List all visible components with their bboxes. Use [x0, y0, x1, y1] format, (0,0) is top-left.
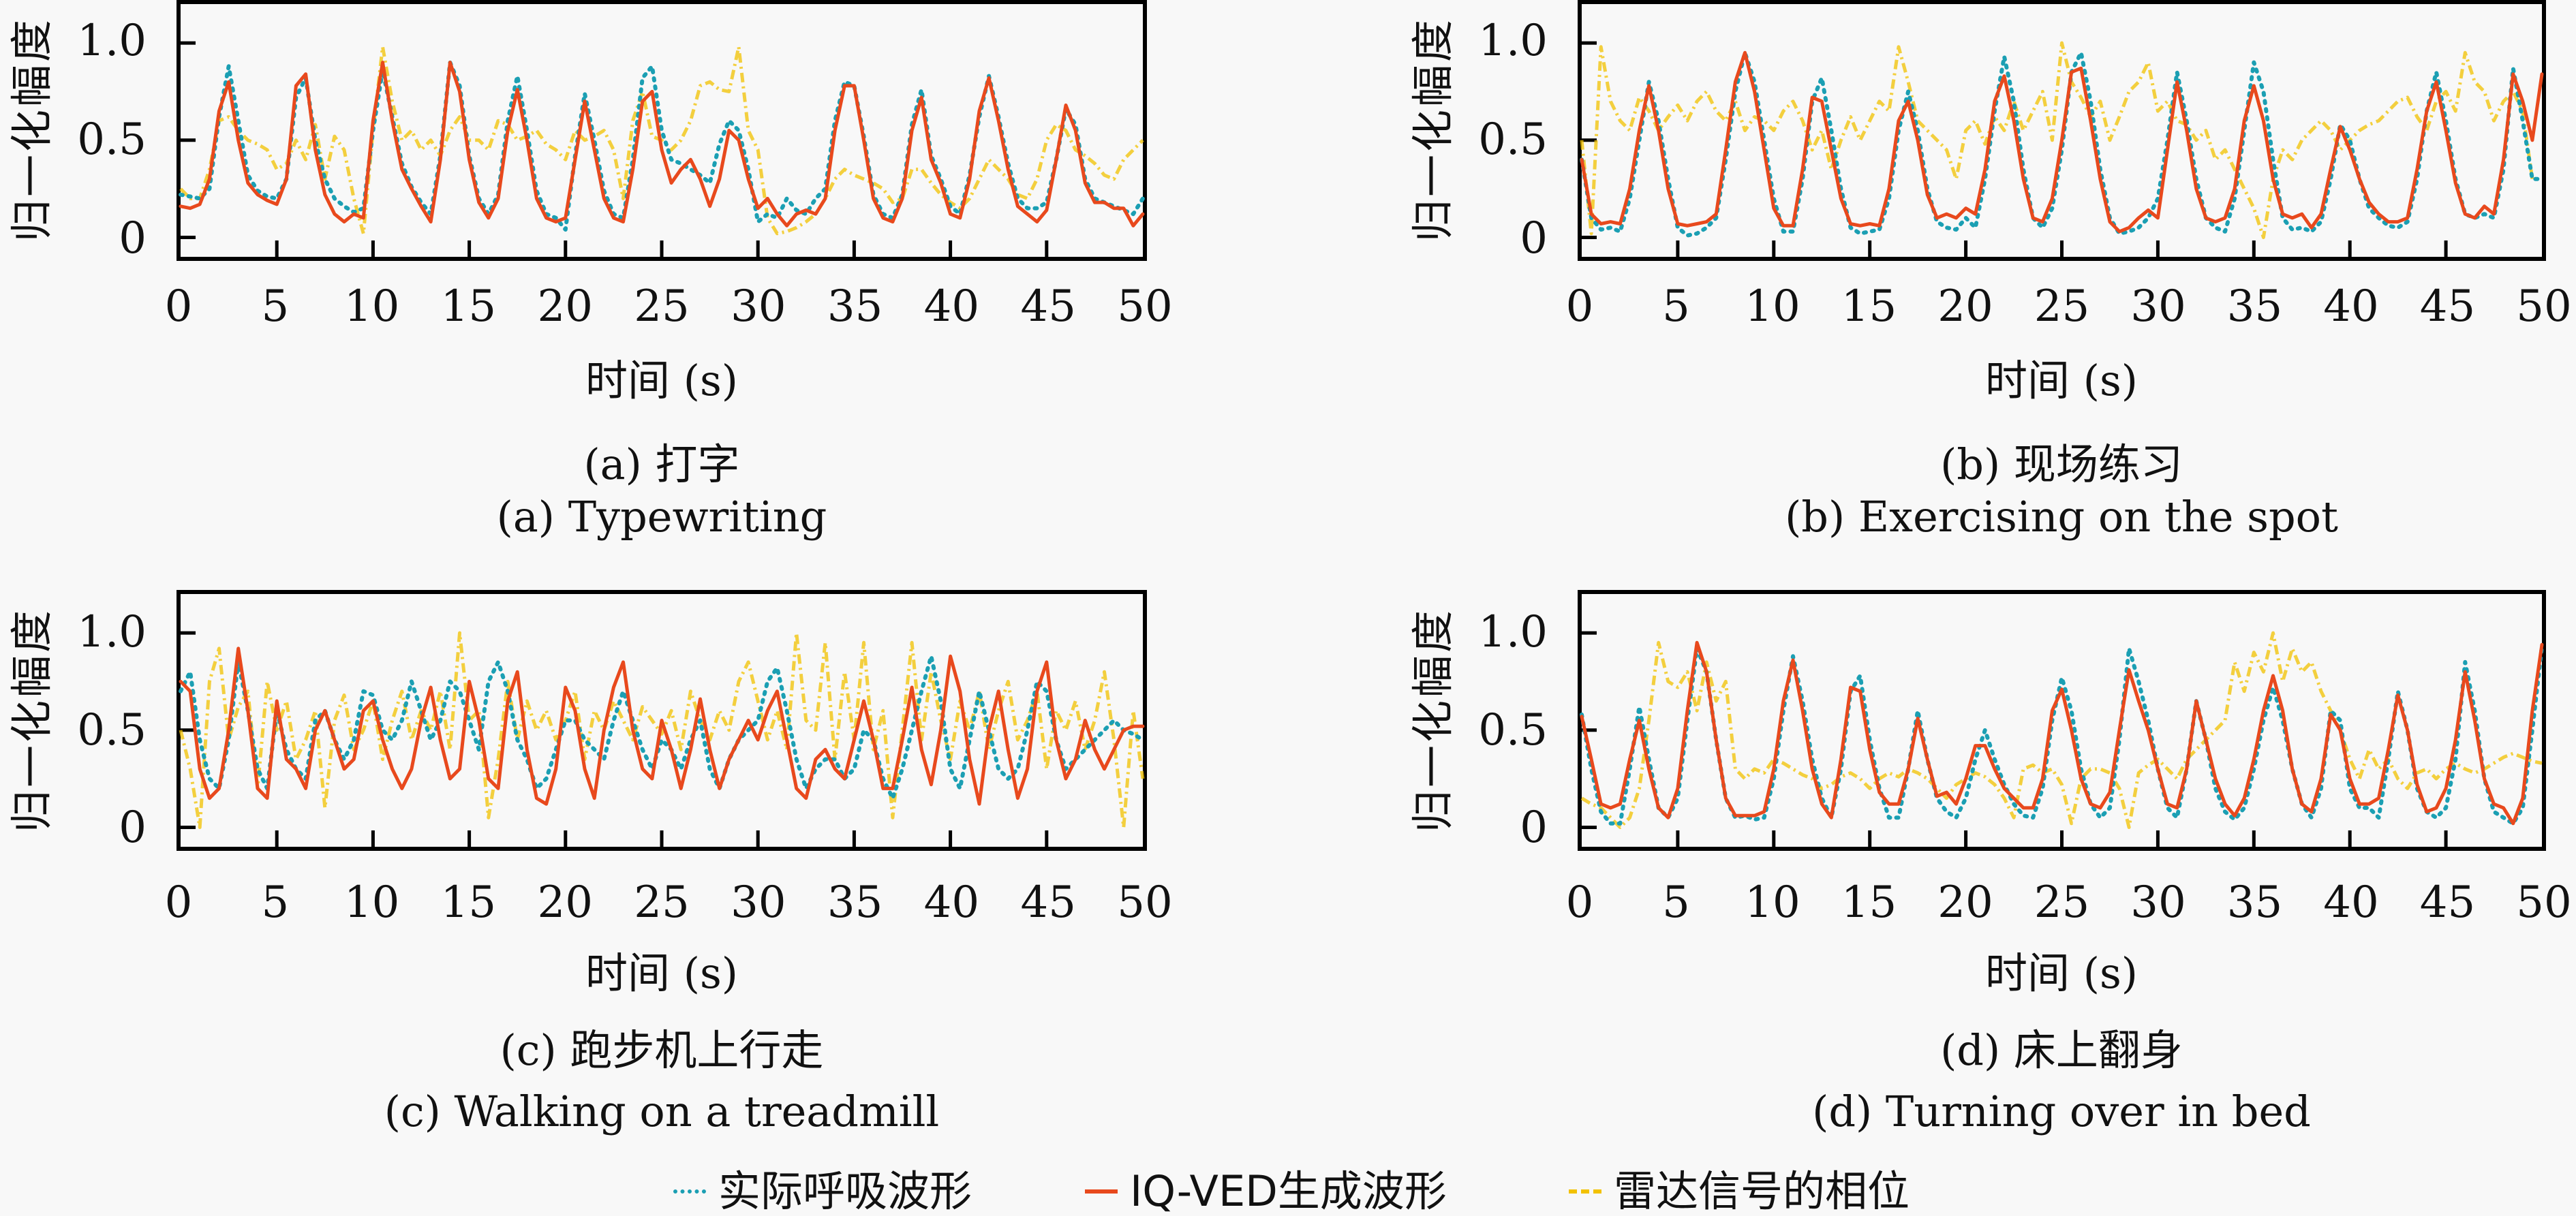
x-tick-label: 30: [731, 281, 786, 332]
legend-swatch-dashdot: [1569, 1189, 1601, 1194]
x-tick-label: 0: [1565, 877, 1594, 928]
x-tick-label: 40: [923, 877, 980, 928]
plot-svg: [1580, 631, 2544, 847]
x-tick-label: 20: [1937, 877, 1993, 928]
plot-svg: [179, 41, 1145, 257]
x-tick-label: 50: [1117, 281, 1173, 332]
x-tick-label: 40: [2323, 281, 2379, 332]
y-axis-label: 归一化幅度: [7, 607, 57, 832]
series-line-generated: [1580, 640, 2544, 826]
plot-area: [1578, 590, 2546, 851]
series-line-generated: [179, 61, 1145, 228]
y-tick-label: 0.5: [77, 705, 147, 755]
caption-cn: (a) 打字: [583, 439, 740, 489]
x-tick-label: 45: [1020, 281, 1076, 332]
plot-svg: [179, 631, 1145, 847]
series-line-actual: [179, 654, 1145, 800]
legend-item-radar: 雷达信号的相位: [1569, 1166, 1910, 1216]
legend-swatch-solid: [1085, 1189, 1118, 1194]
caption-cn: (d) 床上翻身: [1940, 1025, 2183, 1075]
y-axis-label: 归一化幅度: [1408, 607, 1458, 832]
x-tick-label: 30: [2130, 877, 2186, 928]
x-tick-label: 35: [827, 281, 883, 332]
x-axis-label: 时间 (s): [585, 356, 738, 405]
plot-svg: [1580, 41, 2544, 257]
x-tick-label: 5: [1662, 281, 1690, 332]
x-tick-label: 40: [2323, 877, 2379, 928]
x-tick-label: 50: [2516, 281, 2572, 332]
x-tick-label: 5: [261, 281, 290, 332]
x-tick-label: 20: [537, 877, 593, 928]
x-tick-label: 35: [2226, 877, 2283, 928]
x-tick-label: 25: [634, 877, 690, 928]
x-tick-label: 25: [2034, 877, 2090, 928]
x-tick-label: 25: [634, 281, 690, 332]
x-tick-label: 35: [827, 877, 883, 928]
y-tick-label: 0.5: [1478, 705, 1548, 755]
series-line-generated: [1580, 50, 2544, 234]
plot-area: [1578, 0, 2546, 261]
y-axis-label: 归一化幅度: [1408, 16, 1458, 242]
x-tick-label: 25: [2034, 281, 2090, 332]
x-tick-label: 50: [2516, 877, 2572, 928]
x-axis-label: 时间 (s): [1985, 356, 2138, 405]
legend-label: 实际呼吸波形: [718, 1166, 972, 1216]
legend-swatch-dotted: [673, 1189, 706, 1194]
y-tick-label: 0.5: [77, 114, 147, 165]
x-tick-label: 50: [1117, 877, 1173, 928]
x-tick-label: 5: [1662, 877, 1690, 928]
series-line-radar: [1580, 41, 2542, 239]
legend-label: IQ-VED生成波形: [1130, 1166, 1447, 1216]
series-line-radar: [1580, 631, 2543, 829]
x-tick-label: 0: [164, 281, 193, 332]
x-tick-label: 10: [1745, 281, 1800, 332]
series-line-radar: [179, 631, 1145, 829]
x-tick-label: 15: [440, 877, 497, 928]
x-tick-label: 15: [1841, 281, 1897, 332]
x-tick-label: 10: [1745, 877, 1800, 928]
legend-item-generated: IQ-VED生成波形: [1085, 1166, 1447, 1216]
y-tick-label: 0.5: [1478, 114, 1548, 165]
x-tick-label: 45: [1020, 877, 1076, 928]
y-tick-label: 1.0: [1478, 607, 1548, 657]
x-tick-label: 10: [343, 877, 400, 928]
y-tick-label: 1.0: [77, 16, 147, 66]
caption-en: (b) Exercising on the spot: [1785, 492, 2338, 542]
x-tick-label: 20: [537, 281, 593, 332]
series-line-actual: [179, 60, 1145, 232]
x-tick-label: 35: [2226, 281, 2283, 332]
legend-item-actual: 实际呼吸波形: [673, 1166, 972, 1216]
plot-area: [177, 0, 1147, 261]
y-axis-label: 归一化幅度: [7, 16, 57, 242]
x-axis-label: 时间 (s): [1985, 948, 2138, 998]
y-tick-label: 0: [1520, 802, 1548, 853]
x-tick-label: 15: [440, 281, 497, 332]
x-tick-label: 45: [2419, 281, 2476, 332]
x-tick-label: 45: [2419, 877, 2476, 928]
x-tick-label: 40: [923, 281, 980, 332]
plot-area: [177, 590, 1147, 851]
x-tick-label: 10: [343, 281, 400, 332]
y-tick-label: 0: [1520, 213, 1548, 264]
x-tick-label: 20: [1937, 281, 1993, 332]
y-tick-label: 0: [119, 802, 147, 853]
caption-cn: (b) 现场练习: [1940, 439, 2183, 489]
caption-cn: (c) 跑步机上行走: [500, 1025, 824, 1075]
x-tick-label: 0: [1565, 281, 1594, 332]
x-tick-label: 30: [731, 877, 786, 928]
caption-en: (a) Typewriting: [496, 492, 827, 542]
legend: 实际呼吸波形 IQ-VED生成波形 雷达信号的相位: [0, 1166, 2576, 1216]
legend-label: 雷达信号的相位: [1614, 1166, 1910, 1216]
y-tick-label: 1.0: [77, 607, 147, 657]
series-line-generated: [179, 646, 1145, 806]
x-tick-label: 0: [164, 877, 193, 928]
x-tick-label: 30: [2130, 281, 2186, 332]
y-tick-label: 1.0: [1478, 16, 1548, 66]
caption-en: (d) Turning over in bed: [1812, 1087, 2311, 1136]
x-tick-label: 15: [1841, 877, 1897, 928]
y-tick-label: 0: [119, 213, 147, 264]
x-axis-label: 时间 (s): [585, 948, 738, 998]
x-tick-label: 5: [261, 877, 290, 928]
caption-en: (c) Walking on a treadmill: [384, 1087, 940, 1136]
